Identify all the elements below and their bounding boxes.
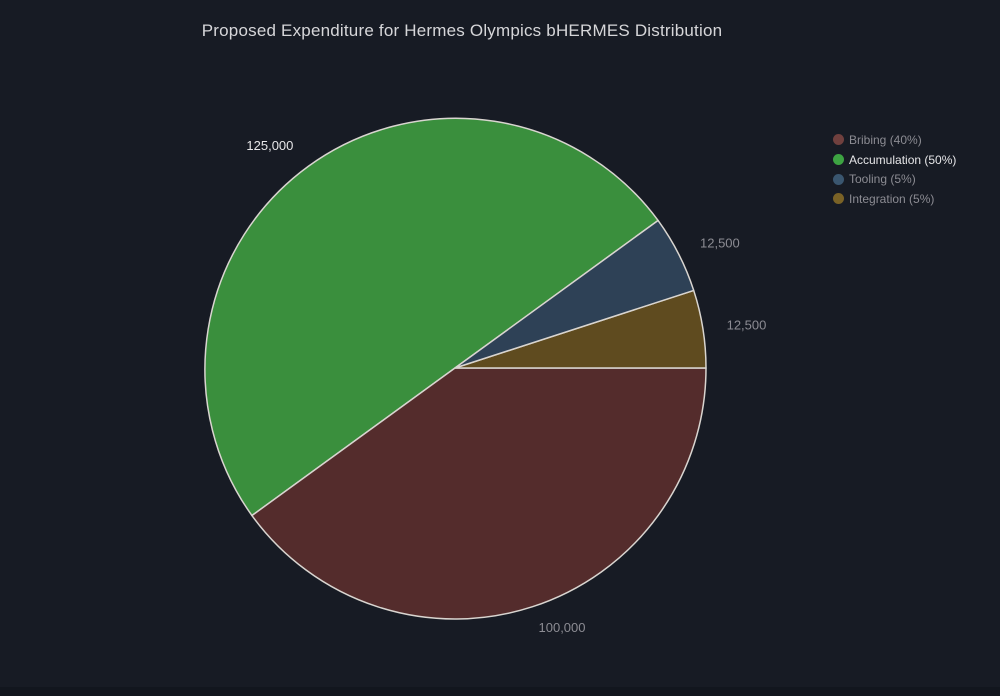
legend-swatch-bribing: [833, 134, 844, 146]
legend-item-accumulation[interactable]: Accumulation (50%): [833, 150, 956, 170]
legend-item-integration[interactable]: Integration (5%): [833, 189, 956, 209]
slice-value-label-tooling: 12,500: [700, 236, 740, 251]
slice-value-labels: 125,000 100,000 12,500 12,500: [246, 138, 766, 635]
pie-slice-accumulation[interactable]: [204, 117, 659, 517]
legend-label-accumulation: Accumulation (50%): [849, 152, 957, 167]
legend-label-bribing: Bribing (40%): [849, 132, 922, 147]
legend-item-tooling[interactable]: Tooling (5%): [833, 169, 956, 189]
slice-value-label-integration: 12,500: [727, 318, 767, 333]
legend-swatch-accumulation: [833, 154, 844, 166]
chart-title: Proposed Expenditure for Hermes Olympics…: [202, 21, 723, 40]
legend: Bribing (40%) Accumulation (50%) Tooling…: [833, 130, 956, 209]
legend-swatch-tooling: [833, 173, 844, 185]
legend-label-tooling: Tooling (5%): [849, 172, 916, 187]
legend-item-bribing[interactable]: Bribing (40%): [833, 130, 956, 150]
slice-value-label-bribing: 100,000: [539, 620, 586, 635]
legend-label-integration: Integration (5%): [849, 191, 935, 206]
slice-value-label-accumulation: 125,000: [246, 138, 293, 153]
legend-swatch-integration: [833, 193, 844, 205]
pie-slices: [204, 117, 707, 620]
pie-slice-bribing[interactable]: [251, 367, 707, 620]
pie-slice-tooling[interactable]: [454, 219, 695, 369]
